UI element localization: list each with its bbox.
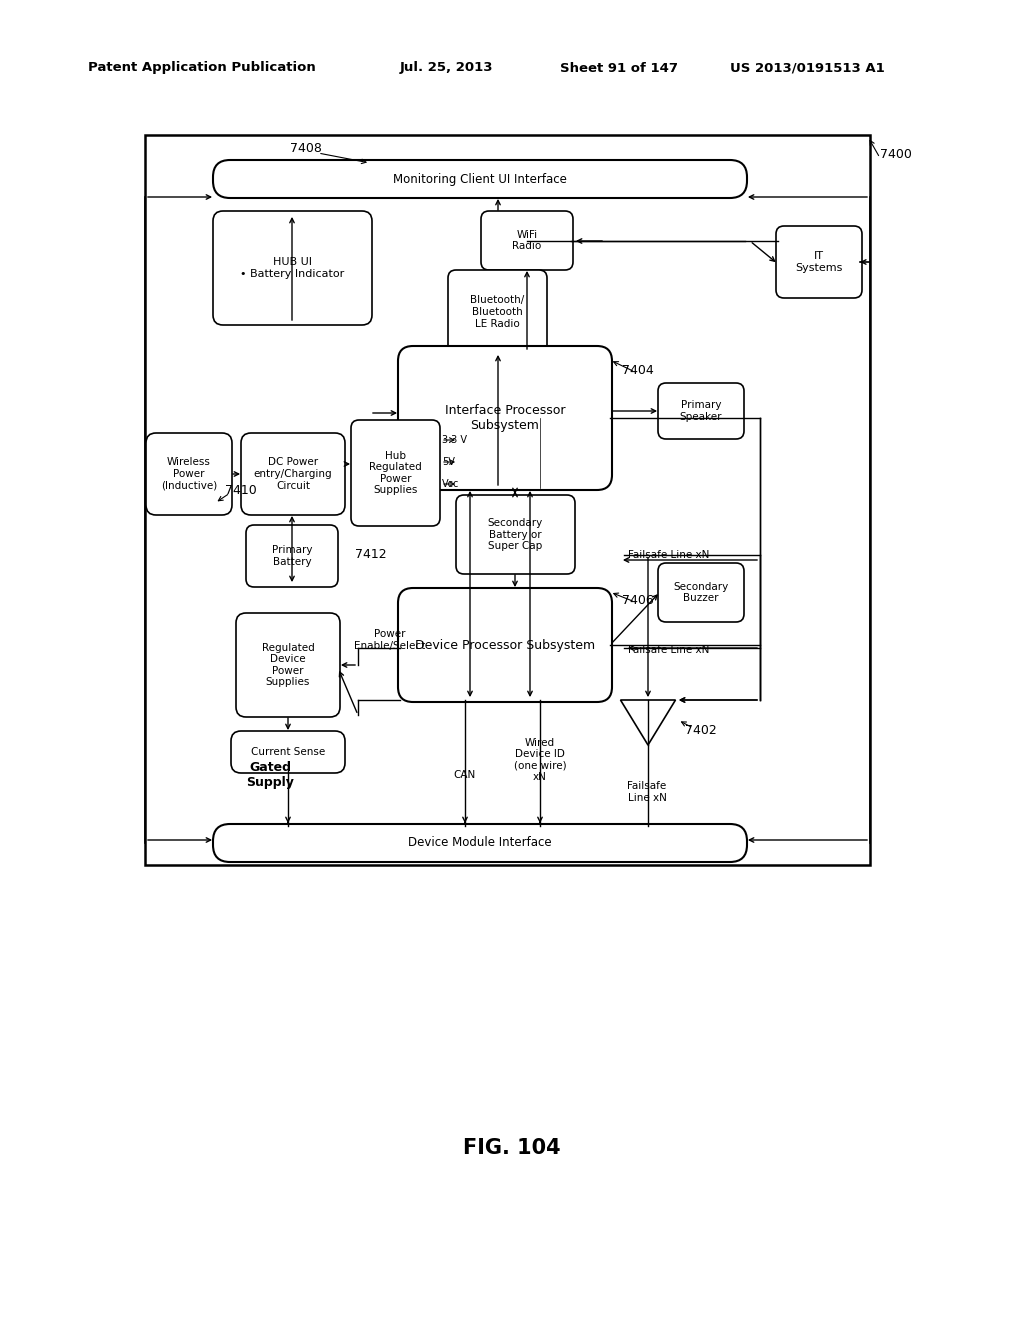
Text: Primary
Battery: Primary Battery bbox=[271, 545, 312, 566]
Text: Sheet 91 of 147: Sheet 91 of 147 bbox=[560, 62, 678, 74]
Text: WiFi
Radio: WiFi Radio bbox=[512, 230, 542, 251]
FancyBboxPatch shape bbox=[146, 433, 232, 515]
Text: Regulated
Device
Power
Supplies: Regulated Device Power Supplies bbox=[261, 643, 314, 688]
Text: Wired
Device ID
(one wire)
xN: Wired Device ID (one wire) xN bbox=[514, 738, 566, 783]
FancyBboxPatch shape bbox=[658, 564, 744, 622]
Text: 5V: 5V bbox=[442, 457, 455, 467]
Text: Interface Processor
Subsystem: Interface Processor Subsystem bbox=[444, 404, 565, 432]
Text: DC Power
entry/Charging
Circuit: DC Power entry/Charging Circuit bbox=[254, 458, 333, 491]
Text: IT
Systems: IT Systems bbox=[796, 251, 843, 273]
Text: 7400: 7400 bbox=[880, 149, 912, 161]
FancyBboxPatch shape bbox=[236, 612, 340, 717]
Text: Failsafe Line xN: Failsafe Line xN bbox=[628, 550, 710, 560]
Polygon shape bbox=[621, 700, 676, 744]
Text: 7412: 7412 bbox=[355, 549, 387, 561]
Text: Device Processor Subsystem: Device Processor Subsystem bbox=[415, 639, 595, 652]
FancyBboxPatch shape bbox=[658, 383, 744, 440]
FancyBboxPatch shape bbox=[213, 824, 746, 862]
Text: Patent Application Publication: Patent Application Publication bbox=[88, 62, 315, 74]
Text: CAN: CAN bbox=[454, 770, 476, 780]
Text: 7408: 7408 bbox=[290, 141, 322, 154]
Text: Secondary
Battery or
Super Cap: Secondary Battery or Super Cap bbox=[487, 517, 543, 552]
Text: 7410: 7410 bbox=[225, 483, 257, 496]
Text: Device Module Interface: Device Module Interface bbox=[409, 837, 552, 850]
Text: Secondary
Buzzer: Secondary Buzzer bbox=[674, 582, 729, 603]
Text: Gated
Supply: Gated Supply bbox=[246, 762, 294, 789]
Text: Wireless
Power
(Inductive): Wireless Power (Inductive) bbox=[161, 458, 217, 491]
FancyBboxPatch shape bbox=[351, 420, 440, 525]
Text: FIG. 104: FIG. 104 bbox=[463, 1138, 561, 1158]
FancyBboxPatch shape bbox=[776, 226, 862, 298]
FancyBboxPatch shape bbox=[213, 160, 746, 198]
Bar bbox=[145, 135, 870, 865]
FancyBboxPatch shape bbox=[398, 587, 612, 702]
Text: Hub
Regulated
Power
Supplies: Hub Regulated Power Supplies bbox=[369, 450, 422, 495]
Text: HUB UI
• Battery Indicator: HUB UI • Battery Indicator bbox=[241, 257, 345, 279]
Text: Bluetooth/
Bluetooth
LE Radio: Bluetooth/ Bluetooth LE Radio bbox=[470, 296, 524, 329]
FancyBboxPatch shape bbox=[213, 211, 372, 325]
Text: 3.3 V: 3.3 V bbox=[442, 436, 467, 445]
Text: Power
Enable/Select: Power Enable/Select bbox=[354, 630, 426, 651]
FancyBboxPatch shape bbox=[449, 271, 547, 354]
FancyBboxPatch shape bbox=[241, 433, 345, 515]
Text: Monitoring Client UI Interface: Monitoring Client UI Interface bbox=[393, 173, 567, 186]
Text: 7404: 7404 bbox=[622, 363, 653, 376]
Text: US 2013/0191513 A1: US 2013/0191513 A1 bbox=[730, 62, 885, 74]
FancyBboxPatch shape bbox=[398, 346, 612, 490]
FancyBboxPatch shape bbox=[246, 525, 338, 587]
FancyBboxPatch shape bbox=[456, 495, 575, 574]
Text: Primary
Speaker: Primary Speaker bbox=[680, 400, 722, 422]
Text: Current Sense: Current Sense bbox=[251, 747, 326, 756]
Text: 7406: 7406 bbox=[622, 594, 653, 606]
Text: Failsafe
Line xN: Failsafe Line xN bbox=[628, 781, 667, 803]
Text: 7402: 7402 bbox=[685, 723, 717, 737]
FancyBboxPatch shape bbox=[231, 731, 345, 774]
FancyBboxPatch shape bbox=[481, 211, 573, 271]
Text: Vcc: Vcc bbox=[442, 479, 460, 488]
Text: Jul. 25, 2013: Jul. 25, 2013 bbox=[400, 62, 494, 74]
Text: Failsafe Line xN: Failsafe Line xN bbox=[628, 645, 710, 655]
